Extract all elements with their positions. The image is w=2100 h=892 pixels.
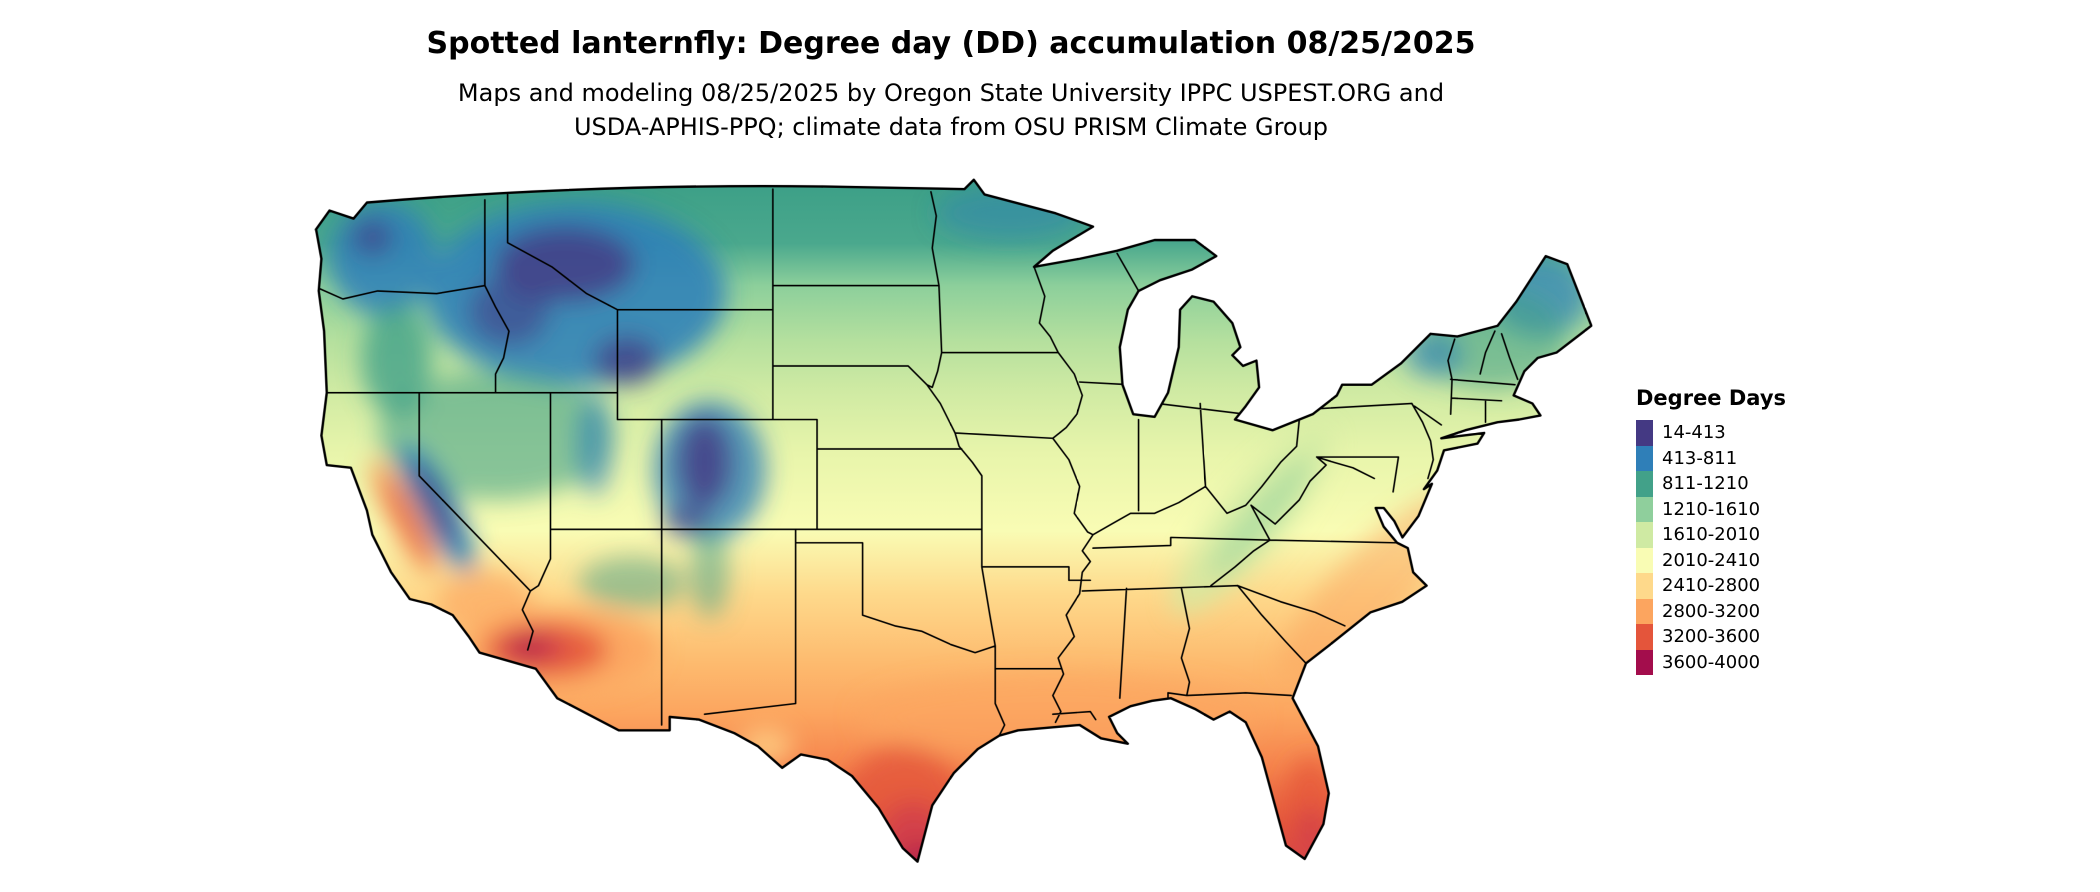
legend-swatch bbox=[1636, 573, 1653, 599]
legend-item: 1210-1610 bbox=[1636, 496, 1876, 522]
header: Spotted lanternfly: Degree day (DD) accu… bbox=[311, 26, 1591, 144]
legend-swatch bbox=[1636, 649, 1653, 675]
legend-item: 3200-3600 bbox=[1636, 624, 1876, 650]
state-borders bbox=[317, 188, 1519, 737]
page-subtitle: Maps and modeling 08/25/2025 by Oregon S… bbox=[457, 79, 1445, 141]
legend-range-label: 3200-3600 bbox=[1662, 626, 1761, 647]
legend-range-label: 1210-1610 bbox=[1662, 498, 1761, 520]
legend-item: 14-413 bbox=[1636, 420, 1876, 446]
legend-range-label: 413-811 bbox=[1662, 447, 1738, 469]
legend-item: 413-811 bbox=[1636, 445, 1876, 471]
legend-swatch bbox=[1636, 624, 1653, 650]
legend-range-label: 2800-3200 bbox=[1662, 600, 1761, 622]
legend-title: Degree Days bbox=[1636, 386, 1787, 410]
map-fill-layer bbox=[316, 179, 1592, 862]
legend-swatch bbox=[1636, 522, 1653, 548]
page-title: Spotted lanternfly: Degree day (DD) accu… bbox=[426, 26, 1476, 61]
legend-swatch bbox=[1636, 445, 1653, 471]
legend-swatch bbox=[1636, 598, 1653, 624]
legend-range-label: 811-1210 bbox=[1662, 473, 1749, 494]
legend-item: 811-1210 bbox=[1636, 471, 1876, 497]
legend-range-label: 1610-2010 bbox=[1662, 524, 1761, 545]
climate-overlays bbox=[329, 186, 1589, 862]
legend-range-label: 14-413 bbox=[1662, 422, 1726, 443]
us-degree-day-map-svg bbox=[314, 178, 1593, 863]
legend-range-label: 2010-2410 bbox=[1662, 549, 1761, 571]
legend-items: 14-413 413-811 811-1210 1210-1610 1610-2010 2… bbox=[1636, 420, 1876, 675]
legend-item: 2800-3200 bbox=[1636, 598, 1876, 624]
legend-swatch bbox=[1636, 547, 1653, 573]
legend-range-label: 3600-4000 bbox=[1662, 651, 1761, 673]
legend-item: 3600-4000 bbox=[1636, 649, 1876, 675]
legend-swatch bbox=[1636, 471, 1653, 497]
legend-swatch bbox=[1636, 420, 1653, 446]
legend-item: 2410-2800 bbox=[1636, 573, 1876, 599]
legend-range-label: 2410-2800 bbox=[1662, 575, 1761, 596]
legend-item: 1610-2010 bbox=[1636, 522, 1876, 548]
legend: Degree Days 14-413 413-811 811-1210 1210-16… bbox=[1636, 386, 1876, 675]
legend-swatch bbox=[1636, 496, 1653, 522]
legend-item: 2010-2410 bbox=[1636, 547, 1876, 573]
us-degree-day-map bbox=[308, 168, 1594, 880]
